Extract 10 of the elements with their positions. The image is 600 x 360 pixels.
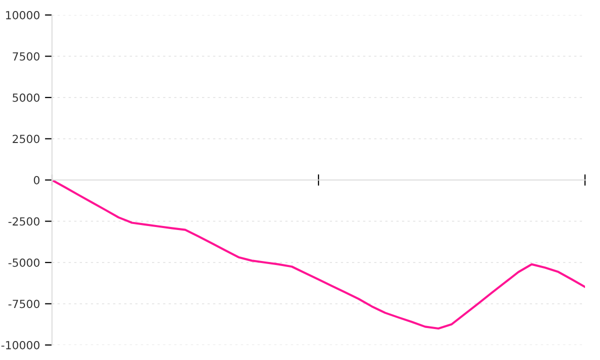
y-tick-label: -2500	[8, 217, 40, 226]
y-tick-label: 5000	[12, 93, 40, 102]
line-series	[52, 178, 585, 330]
y-tick-label: -10000	[1, 340, 40, 350]
y-tick-label: -7500	[8, 300, 40, 308]
y-tick-label: 0	[34, 176, 40, 184]
y-tick-label: 2500	[12, 134, 40, 144]
y-tick-label: -5000	[8, 258, 40, 267]
y-tick-label: 7500	[12, 52, 40, 61]
y-tick-label: 10000	[6, 10, 40, 20]
